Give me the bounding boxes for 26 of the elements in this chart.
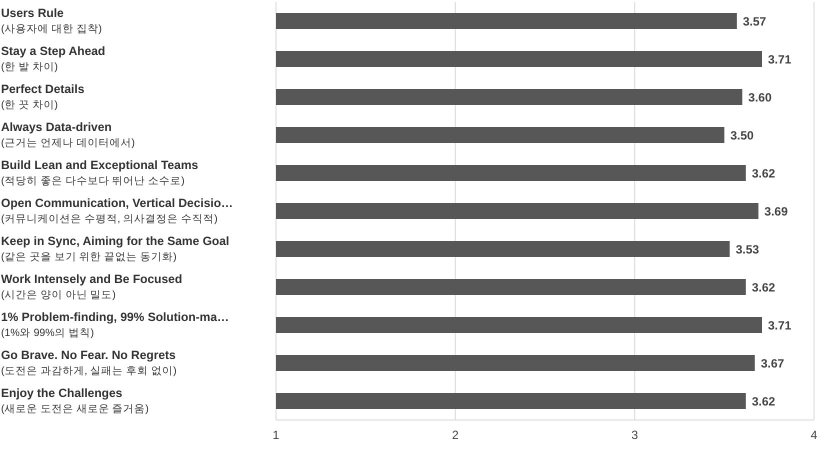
y-tick-label: Stay a Step Ahead (한 발 차이) [1,44,106,73]
y-tick-label: Enjoy the Challenges (새로운 도전은 새로운 즐거움) [1,386,149,415]
data-label: 3.69 [764,204,788,218]
y-tick-label: Users Rule (사용자에 대한 집착) [1,6,102,35]
data-label: 3.62 [752,394,776,408]
x-tick-label: 3 [631,428,638,442]
data-label: 3.60 [748,90,772,104]
y-tick-label: 1% Problem-finding, 99% Solution-ma… (1%와 99%의 법칙) [1,310,230,339]
data-label: 3.71 [768,52,792,66]
y-tick-label: Work Intensely and Be Focused (시간은 양이 아닌 밀도) [1,272,182,301]
y-tick-label: Build Lean and Exceptional Teams (적당히 좋은 다수보다 뛰어난 소수로) [1,158,198,187]
data-label: 3.57 [742,14,767,28]
data-label: 3.67 [760,356,784,370]
data-label: 3.62 [752,280,776,294]
y-tick-label: Open Communication, Vertical Decisio… (커뮤니케이션은 수평적, 의사결정은 수직적) [1,196,234,225]
data-label: 3.53 [736,242,760,256]
x-tick-label: 2 [452,428,459,442]
y-tick-label: Go Brave. No Fear. No Regrets (도전은 과감하게, 실패는 후회 없이) [1,348,177,377]
y-tick-label: Perfect Details (한 끗 차이) [1,82,85,111]
y-tick-label: Keep in Sync, Aiming for the Same Goal (같은 곳을 보기 위한 끝없는 동기화) [1,234,230,263]
y-tick-label: Always Data-driven (근거는 언제나 데이터에서) [1,120,135,149]
data-label: 3.62 [752,166,776,180]
data-label: 3.50 [730,128,754,142]
x-tick-label: 4 [810,428,818,442]
data-label: 3.71 [768,318,792,332]
x-tick-label: 1 [272,428,280,442]
